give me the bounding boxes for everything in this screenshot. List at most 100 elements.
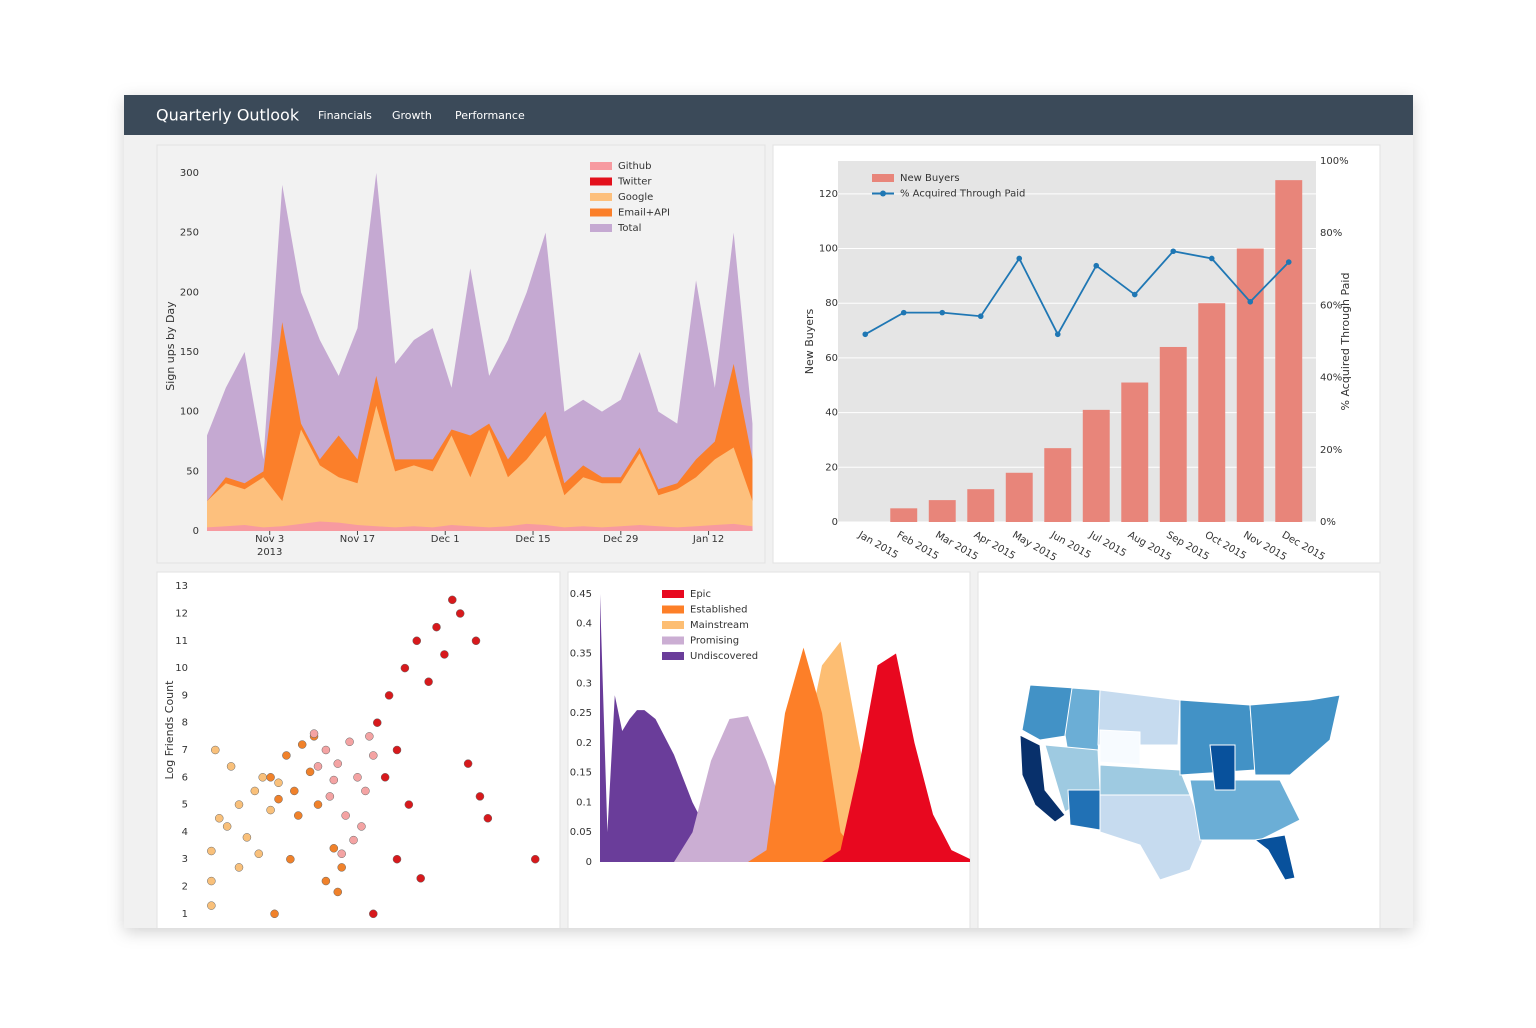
legend-label: Twitter (617, 177, 652, 188)
point (1131, 291, 1138, 298)
point (416, 874, 425, 883)
brand[interactable]: Quarterly Outlook (156, 106, 300, 125)
legend-swatch (662, 636, 684, 645)
y-axis-title: New Buyers (803, 308, 816, 374)
x-tick-label: Dec 15 (515, 534, 551, 545)
point (440, 650, 449, 659)
legend-label: Established (690, 605, 748, 616)
legend-swatch (590, 224, 612, 232)
legend-label: Epic (690, 589, 711, 600)
bar (1044, 448, 1072, 522)
bar (1121, 382, 1149, 522)
point (977, 313, 984, 320)
y-tick-label: 0.4 (576, 619, 592, 630)
point (337, 849, 346, 858)
point (483, 814, 493, 823)
map-region (1021, 684, 1076, 741)
point (369, 909, 378, 919)
map-region (1249, 694, 1341, 776)
point (1208, 255, 1215, 262)
y-tick-label: 80 (825, 298, 838, 309)
point (329, 775, 339, 785)
y-tick-label: 60 (825, 353, 838, 364)
y-tick-label: 0.15 (570, 768, 592, 779)
y-tick-label: 12 (175, 608, 188, 619)
point (463, 759, 473, 768)
point (250, 786, 260, 796)
point (313, 800, 323, 809)
point (266, 805, 275, 815)
point (404, 800, 414, 809)
y-tick-label: 0.25 (570, 708, 592, 719)
bar (1236, 248, 1264, 523)
navbar (124, 95, 1413, 135)
point (254, 849, 263, 858)
x-tick-label: Nov 17 (339, 534, 376, 545)
map-region (1253, 834, 1296, 881)
point (309, 729, 319, 738)
y-tick-label: 250 (180, 228, 199, 239)
y2-tick-label: 80% (1320, 228, 1342, 239)
y-tick-label: 0.35 (570, 649, 592, 660)
bar (1159, 346, 1187, 522)
point (455, 609, 465, 618)
point (297, 740, 307, 749)
legend-swatch (880, 190, 886, 197)
point (345, 737, 354, 747)
point (333, 887, 342, 897)
nav-link[interactable]: Growth (392, 109, 432, 122)
point (353, 773, 362, 782)
y-tick-label: 9 (182, 690, 188, 701)
point (329, 844, 339, 853)
point (207, 901, 216, 910)
us-map (1019, 684, 1341, 881)
y-tick-label: 0.1 (576, 797, 592, 808)
legend-swatch (662, 590, 684, 598)
y-tick-label: 0.45 (570, 589, 592, 600)
nav-link[interactable]: Performance (455, 109, 525, 122)
legend-label: Mainstream (690, 620, 749, 631)
y-tick-label: 0 (586, 857, 592, 868)
point (234, 863, 244, 872)
point (1170, 248, 1177, 255)
y-tick-label: 4 (182, 827, 188, 838)
point (337, 863, 346, 872)
legend-label: New Buyers (900, 173, 960, 184)
point (266, 773, 275, 782)
legend-swatch (662, 605, 684, 614)
point (321, 745, 331, 755)
point (392, 745, 402, 755)
y-axis-title: Sign ups by Day (164, 301, 177, 391)
point (274, 794, 283, 804)
point (1247, 298, 1254, 305)
map-region (1099, 729, 1141, 766)
legend-label: Promising (690, 636, 739, 647)
x-tick-label: Nov 3 2013 (255, 534, 285, 558)
area (207, 521, 753, 531)
panel (156, 571, 561, 928)
area (207, 405, 753, 531)
point (369, 751, 378, 760)
point (361, 786, 370, 796)
legend-swatch (590, 162, 612, 170)
map-region (1099, 764, 1191, 796)
bar (890, 508, 918, 522)
map-region (1189, 779, 1301, 841)
bar (967, 489, 995, 522)
point (400, 663, 410, 673)
point (325, 792, 335, 801)
legend-swatch (590, 208, 612, 217)
y-tick-label: 10 (175, 663, 188, 674)
point (290, 786, 299, 796)
point (392, 854, 402, 864)
point (258, 773, 267, 782)
point (305, 767, 315, 777)
point (373, 718, 382, 727)
bar (1198, 303, 1226, 522)
x-tick-label: Dec 1 (430, 534, 460, 545)
point (365, 732, 374, 741)
y-tick-label: 100 (180, 407, 199, 418)
nav-link[interactable]: Financials (318, 109, 372, 122)
